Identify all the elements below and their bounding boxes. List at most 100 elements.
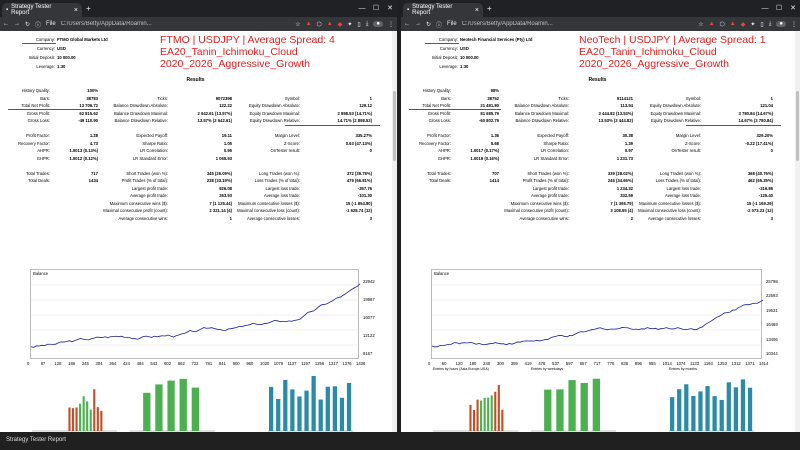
extension-icon[interactable]: ⬡	[316, 21, 322, 28]
y-tick-label: 10344	[766, 351, 778, 356]
stat-label: Largest loss trade:	[666, 185, 701, 191]
stat-label: Maximal consecutive profit (count):	[103, 208, 168, 213]
stat-value: -125.40	[758, 193, 773, 198]
stat-label: History Quality:	[422, 88, 451, 93]
y-tick-label: 22593	[766, 293, 778, 299]
x-tick-label: 841	[218, 361, 226, 366]
stat-label: Largest profit trade:	[131, 185, 168, 191]
minimize-icon[interactable]: —	[761, 5, 769, 12]
close-window-icon[interactable]: ✕	[790, 5, 796, 12]
alert-icon[interactable]: ▲	[305, 21, 312, 27]
pdf-icon[interactable]: ▲	[729, 21, 736, 27]
forward-icon[interactable]: →	[14, 21, 20, 27]
extension-icon-2[interactable]: ◆	[337, 21, 343, 28]
scrollbar[interactable]	[795, 31, 800, 432]
info-icon[interactable]: ⓘ	[35, 22, 42, 29]
stat-label: Margin Level:	[274, 133, 300, 138]
histogram-bar	[93, 389, 96, 431]
stat-value: 245 (34.65%)	[607, 178, 633, 183]
browser-tab[interactable]: ▪ Strategy Tester Report ×	[403, 3, 483, 17]
report-window-neotech[interactable]: ▪ Strategy Tester Report × + — ☐ ✕ ← → ↻ ⓘ File C:/U…	[401, 0, 800, 432]
x-tick-label: 657	[579, 361, 587, 366]
file-label: File	[447, 21, 457, 27]
histogram-bar	[733, 387, 738, 431]
x-tick-label: 1079	[273, 361, 284, 366]
download-icon[interactable]: ⤓	[365, 20, 369, 27]
stat-value: 1414	[489, 178, 499, 183]
extension-icon[interactable]: ⬡	[719, 21, 725, 28]
stat-label: History Quality:	[21, 88, 50, 93]
new-tab-icon[interactable]: +	[86, 4, 91, 13]
back-icon[interactable]: ←	[3, 21, 9, 27]
maximize-icon[interactable]: ☐	[775, 5, 783, 12]
star-icon[interactable]: ☆	[698, 21, 704, 28]
histogram-bar	[501, 409, 504, 431]
alert-icon[interactable]: ▲	[708, 21, 715, 27]
puzzle-icon[interactable]: ✦	[347, 21, 353, 28]
y-tick-label: 19531	[766, 307, 778, 313]
stat-label: Sharpe Ratio:	[543, 140, 569, 146]
stat-label: Short Trades (won %):	[527, 170, 569, 176]
tab-icon: ▪	[407, 7, 410, 13]
browser-tab[interactable]: ▪ Strategy Tester Report ×	[2, 3, 82, 17]
histogram-bar	[677, 389, 682, 431]
annotation-text: EA20_Tanin_Ichimoku_Cloud	[160, 46, 298, 58]
stat-value: 15 (-1 169.29)	[746, 200, 773, 206]
histogram-bar	[311, 376, 316, 431]
star-icon[interactable]: ☆	[295, 21, 301, 28]
balance-chart: Balance	[431, 269, 763, 359]
stat-label: GHPR:	[36, 155, 50, 161]
pdf-icon[interactable]: ▲	[326, 21, 333, 27]
x-tick-label: 0	[27, 361, 30, 366]
minimize-icon[interactable]: —	[358, 5, 366, 12]
url-field[interactable]: C:/Users/Betty/AppData/Roamin...	[60, 21, 152, 27]
menu-icon[interactable]: ⋮	[388, 21, 394, 28]
profile-badge[interactable]: ●	[373, 21, 383, 27]
sidebar-icon[interactable]: ▯	[357, 21, 361, 28]
stat-label: Short Trades (won %):	[126, 170, 168, 176]
info-icon[interactable]: ⓘ	[436, 22, 443, 29]
sidebar-icon[interactable]: ▯	[760, 21, 764, 28]
tab-title: Strategy Tester Report	[412, 4, 453, 16]
histogram-bar	[89, 409, 92, 431]
download-icon[interactable]: ⤓	[768, 20, 772, 27]
stat-value: 1	[770, 95, 773, 101]
forward-icon[interactable]: →	[415, 21, 421, 27]
histogram-bar	[705, 386, 710, 431]
reload-icon[interactable]: ↻	[426, 21, 432, 28]
stat-value: 121.04	[760, 103, 773, 108]
stat-value: 9114121	[616, 95, 633, 101]
x-tick-label: 1133	[690, 361, 700, 366]
x-tick-label: 478	[538, 361, 546, 366]
close-window-icon[interactable]: ✕	[387, 5, 393, 12]
scrollbar[interactable]	[392, 31, 397, 432]
histogram-chart	[32, 373, 117, 432]
tab-close-icon[interactable]: ×	[73, 6, 78, 14]
stat-value: 1.05	[223, 140, 232, 146]
results-title: Results	[186, 77, 205, 83]
stat-label: Sharpe Ratio:	[142, 140, 168, 146]
maximize-icon[interactable]: ☐	[372, 5, 380, 12]
tab-close-icon[interactable]: ×	[474, 6, 479, 14]
reload-icon[interactable]: ↻	[25, 21, 31, 28]
y-tick-label: 16077	[363, 315, 375, 320]
x-tick-label: 300	[496, 361, 504, 366]
menu-icon[interactable]: ⋮	[791, 21, 797, 28]
stat-label: Balance Drawdown Maximal:	[515, 110, 569, 116]
back-icon[interactable]: ←	[404, 21, 410, 27]
url-field[interactable]: C:/Users/Betty/AppData/Roamin...	[461, 21, 553, 27]
profile-badge[interactable]: ●	[776, 21, 786, 27]
window-controls: — ☐ ✕	[758, 0, 800, 17]
taskbar-app-title[interactable]: Strategy Tester Report	[6, 437, 66, 443]
extension-icon-2[interactable]: ◆	[740, 21, 746, 28]
puzzle-icon[interactable]: ✦	[750, 21, 756, 28]
header-label: Initial Deposit:	[431, 55, 458, 60]
stat-value: 7 (1 125.44)	[209, 200, 232, 206]
stat-value: -316.86	[758, 185, 773, 191]
stat-label: Average consecutive losses:	[648, 215, 701, 221]
new-tab-icon[interactable]: +	[487, 4, 492, 13]
report-window-ftmo[interactable]: ▪ Strategy Tester Report × + — ☐ ✕ ← → ↻ ⓘ File C:/U…	[0, 0, 397, 432]
stat-label: LR Correlation:	[139, 148, 168, 153]
x-tick-label: 955	[648, 361, 656, 366]
stat-label: Equity Drawdown Maximal:	[249, 110, 301, 116]
